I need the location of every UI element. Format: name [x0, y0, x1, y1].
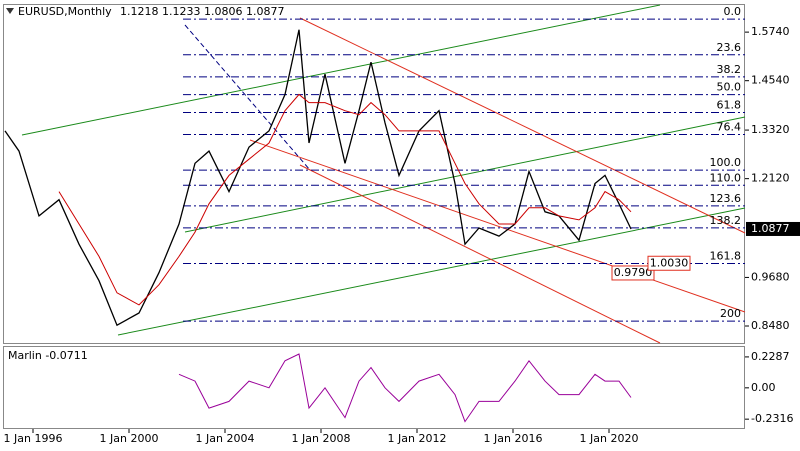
- fib-label: 123.6: [710, 192, 742, 205]
- channel-line: [184, 116, 746, 233]
- last-price-label: 1.0877: [751, 222, 790, 235]
- indicator-panel: [3, 346, 745, 429]
- ohlc-values: 1.1218 1.1233 1.0806 1.0877: [120, 5, 284, 18]
- annotation-box: [647, 255, 691, 271]
- fib-label: 50.0: [717, 81, 742, 94]
- series-line: [178, 353, 632, 423]
- y-tick-label: 0.2287: [751, 350, 790, 363]
- y-tick-label: 1.5740: [751, 25, 790, 38]
- y-tick-label: 0.8480: [751, 319, 790, 332]
- x-tick-label: 1 Jan 2008: [292, 432, 351, 445]
- y-tick-label: 0.9680: [751, 270, 790, 283]
- x-tick-label: 1 Jan 2004: [196, 432, 255, 445]
- channel-line: [21, 4, 661, 136]
- x-tick-label: 1 Jan 2012: [388, 432, 447, 445]
- channels: [21, 4, 746, 344]
- fib-label: 38.2: [717, 63, 742, 76]
- last-price-box: [746, 221, 800, 236]
- y-tick-label: 0.00: [751, 381, 776, 394]
- fib-label: 76.4: [717, 121, 742, 134]
- x-tick-label: 1 Jan 1996: [4, 432, 63, 445]
- y-tick-label: 1.2120: [751, 172, 790, 185]
- channel-line: [249, 139, 746, 313]
- chart-title: EURUSD,Monthly: [18, 5, 112, 18]
- x-tick-label: 1 Jan 2020: [580, 432, 639, 445]
- fib-label: 161.8: [710, 249, 742, 262]
- main-panel: [3, 4, 745, 344]
- fib-label: 0.0: [724, 5, 742, 18]
- annotation-text: 1.0030: [650, 256, 689, 269]
- y-tick-label: 1.4540: [751, 74, 790, 87]
- title-icon: [6, 8, 14, 14]
- annotation-text: 0.9790: [614, 266, 653, 279]
- x-tick-label: 1 Jan 2000: [100, 432, 159, 445]
- y-tick-label: 1.3320: [751, 123, 790, 136]
- annotation-box: [611, 265, 655, 281]
- y-tick-label: -0.2316: [751, 412, 793, 425]
- series-line: [4, 29, 632, 327]
- fib-label: 100.0: [710, 156, 742, 169]
- indicator-title: Marlin -0.0711: [8, 349, 88, 362]
- x-tick-label: 1 Jan 2016: [484, 432, 543, 445]
- fib-label: 200: [720, 307, 741, 320]
- channel-line: [117, 207, 746, 336]
- fib-label: 110.0: [710, 171, 742, 184]
- series-line: [58, 93, 632, 306]
- fib-label: 23.6: [717, 41, 742, 54]
- channel-line: [299, 164, 661, 344]
- fib-label: 138.2: [710, 214, 742, 227]
- channel-line: [299, 17, 746, 234]
- fib-label: 61.8: [717, 98, 742, 111]
